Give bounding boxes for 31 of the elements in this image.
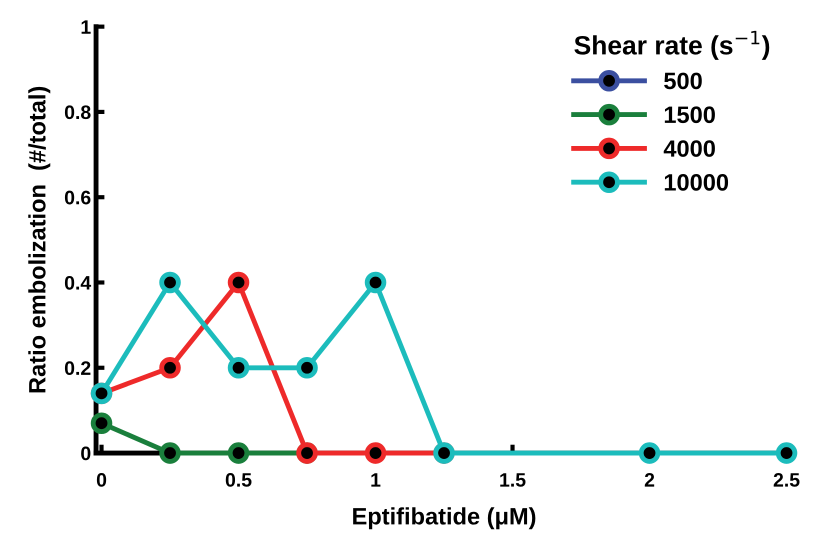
y-tick-label: 1 bbox=[82, 20, 91, 34]
x-tick-label: 1.5 bbox=[500, 473, 526, 487]
point bbox=[228, 357, 250, 379]
point bbox=[159, 272, 181, 294]
point bbox=[228, 272, 250, 294]
y-tick-label: 0.2 bbox=[64, 361, 90, 376]
point bbox=[364, 272, 386, 294]
legend-label: 4000 bbox=[664, 140, 715, 157]
point bbox=[364, 442, 386, 464]
point bbox=[90, 412, 112, 434]
y-tick-label: 0.4 bbox=[64, 276, 92, 290]
x-axis-title: Eptifibatide (μM) bbox=[353, 507, 536, 530]
point bbox=[776, 442, 798, 464]
x-tick-label: 0.5 bbox=[226, 473, 252, 487]
y-tick-label: 0.6 bbox=[64, 190, 90, 204]
point bbox=[638, 442, 660, 464]
legend-label: 10000 bbox=[664, 174, 728, 191]
legend-label: 500 bbox=[664, 72, 702, 90]
legend-title: Shear rate (s$^{−1}$) bbox=[574, 30, 770, 60]
legend-label: 1500 bbox=[664, 106, 715, 124]
x-tick-label: 1 bbox=[371, 473, 380, 487]
x-tick-label: 0 bbox=[96, 473, 106, 487]
x-tick-label: 2 bbox=[644, 473, 654, 487]
y-tick-label: 0 bbox=[81, 446, 90, 460]
point bbox=[159, 357, 181, 379]
point bbox=[228, 442, 250, 464]
point bbox=[159, 442, 181, 464]
x-tick-label: 2.5 bbox=[774, 473, 800, 487]
y-tick-label: 0.8 bbox=[64, 105, 91, 120]
point bbox=[296, 357, 318, 379]
y-axis-title: Ratio embolization (#/total) bbox=[28, 86, 50, 392]
